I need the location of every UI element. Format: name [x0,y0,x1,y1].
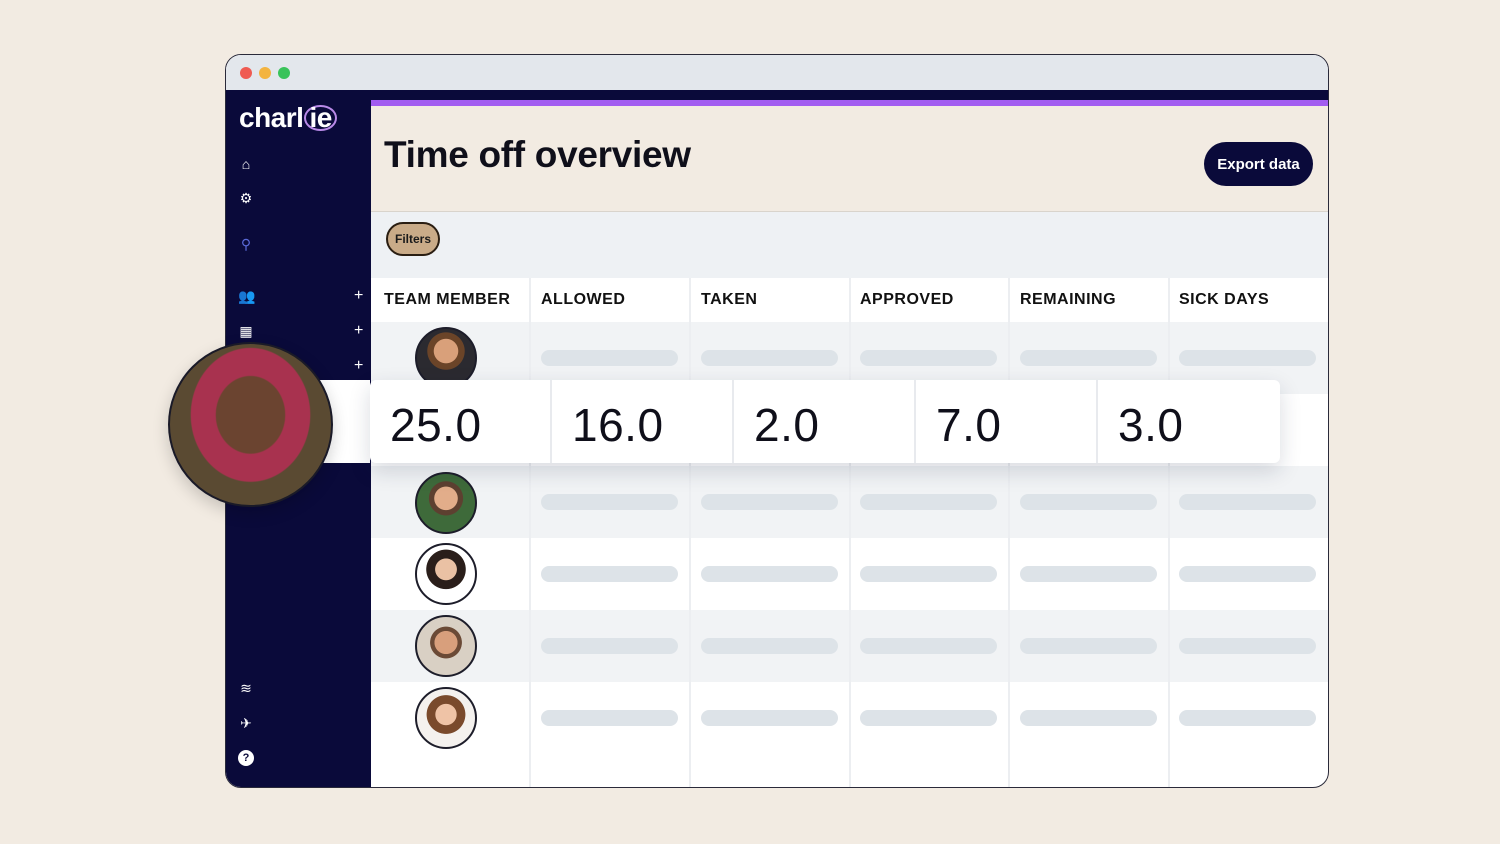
time-off-table: TEAM MEMBER ALLOWED TAKEN APPROVED REMAI… [371,278,1328,787]
skeleton-placeholder [860,494,997,510]
building-icon[interactable]: ▦ [239,323,253,339]
skeleton-placeholder [1020,566,1157,582]
skeleton-placeholder [1179,350,1316,366]
remaining-cell: 7.0 [916,380,1098,463]
help-icon[interactable]: ? [238,750,254,766]
main-content: Time off overview Export data Filters TE… [371,100,1328,787]
column-header-allowed[interactable]: ALLOWED [541,291,626,308]
remaining-value: 7.0 [936,399,1002,451]
page-header: Time off overview Export data [371,106,1328,212]
skeleton-placeholder [701,638,838,654]
page-title: Time off overview [384,134,691,175]
logo-text: charl [239,102,304,133]
skeleton-placeholder [701,494,838,510]
accent-bar [371,100,1328,106]
column-divider [1008,278,1010,787]
people-expand-plus-icon[interactable]: + [354,287,364,304]
money-icon[interactable]: ≋ [240,680,252,696]
allowed-cell: 25.0 [370,380,552,463]
skeleton-placeholder [1020,494,1157,510]
sick-days-value: 3.0 [1118,399,1184,451]
skeleton-placeholder [860,638,997,654]
home-icon[interactable]: ⌂ [241,156,251,172]
skeleton-placeholder [701,350,838,366]
skeleton-placeholder [701,710,838,726]
column-header-team-member[interactable]: TEAM MEMBER [384,291,511,308]
app-top-bar [226,90,1328,100]
table-row[interactable] [371,538,1328,610]
sick-days-cell: 3.0 [1098,380,1280,463]
skeleton-placeholder [860,566,997,582]
table-row[interactable] [371,682,1328,754]
approved-cell: 2.0 [734,380,916,463]
column-header-remaining[interactable]: REMAINING [1020,291,1117,308]
avatar [415,687,477,749]
avatar [415,543,477,605]
highlighted-employee-avatar [168,342,333,507]
section-expand-plus-icon[interactable]: + [354,357,364,374]
rocket-icon[interactable]: ✈ [240,715,252,731]
skeleton-placeholder [701,566,838,582]
column-divider [1168,278,1170,787]
logo-ring-text: ie [304,104,337,132]
column-header-taken[interactable]: TAKEN [701,291,758,308]
allowed-value: 25.0 [390,399,482,451]
skeleton-placeholder [541,638,678,654]
skeleton-placeholder [541,566,678,582]
taken-value: 16.0 [572,399,664,451]
skeleton-placeholder [1020,710,1157,726]
maximize-window-dot[interactable] [278,67,290,79]
avatar [415,615,477,677]
gear-icon[interactable]: ⚙ [239,190,253,206]
filter-bar: Filters [371,212,1328,278]
highlighted-employee-card[interactable]: 25.0 16.0 2.0 7.0 3.0 [370,380,1280,463]
skeleton-placeholder [860,350,997,366]
window-titlebar [226,55,1328,90]
skeleton-placeholder [541,494,678,510]
close-window-dot[interactable] [240,67,252,79]
taken-cell: 16.0 [552,380,734,463]
skeleton-placeholder [1179,494,1316,510]
skeleton-placeholder [541,350,678,366]
skeleton-placeholder [1020,350,1157,366]
avatar [415,472,477,534]
column-header-sick-days[interactable]: SICK DAYS [1179,291,1270,308]
skeleton-placeholder [1179,638,1316,654]
building-expand-plus-icon[interactable]: + [354,322,364,339]
column-divider [529,278,531,787]
skeleton-placeholder [1179,566,1316,582]
search-icon[interactable]: ⚲ [240,236,252,252]
column-header-approved[interactable]: APPROVED [860,291,954,308]
skeleton-placeholder [860,710,997,726]
column-divider [849,278,851,787]
skeleton-placeholder [1020,638,1157,654]
approved-value: 2.0 [754,399,820,451]
skeleton-placeholder [1179,710,1316,726]
people-icon[interactable]: 👥 [238,288,256,304]
column-divider [689,278,691,787]
export-data-button[interactable]: Export data [1204,142,1313,186]
logo[interactable]: charl ie [239,102,337,134]
skeleton-placeholder [541,710,678,726]
minimize-window-dot[interactable] [259,67,271,79]
filters-button[interactable]: Filters [386,222,440,256]
